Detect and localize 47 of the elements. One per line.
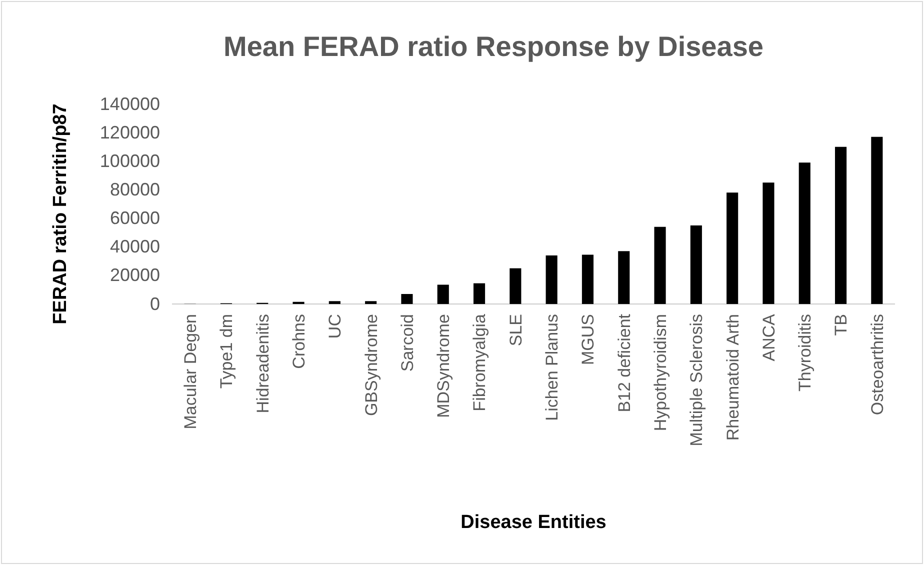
y-axis-title: FERAD ratio Ferritin/p87 xyxy=(50,104,71,324)
bar xyxy=(618,251,630,304)
bar xyxy=(834,146,847,304)
x-tick-label: UC xyxy=(326,314,345,339)
y-tick-label: 100000 xyxy=(100,150,160,171)
bar xyxy=(437,284,449,304)
x-tick-label: Multiple Sclerosis xyxy=(687,314,706,446)
bar xyxy=(328,301,340,304)
bar xyxy=(546,255,558,304)
x-tick-label: Type1 dm xyxy=(217,314,236,389)
x-tick-label: Hypothyroidism xyxy=(650,314,670,432)
x-tick-label: Sarcoid xyxy=(398,314,417,372)
bar xyxy=(690,225,702,304)
bar xyxy=(871,136,883,304)
x-tick-label: SLE xyxy=(506,314,526,346)
x-tick-label: Hidreadenitis xyxy=(253,314,272,414)
y-tick-label: 80000 xyxy=(110,179,160,200)
x-tick-label: Crohns xyxy=(289,314,308,369)
x-tick-label: MGUS xyxy=(578,314,598,365)
y-tick-label: 60000 xyxy=(110,208,160,228)
x-tick-label: Thyroiditis xyxy=(796,314,815,392)
y-tick-label: 140000 xyxy=(100,94,160,114)
x-tick-label: MDSyndrome xyxy=(434,314,454,418)
x-tick-label: TB xyxy=(832,314,851,336)
x-tick-label: Rheumatoid Arth xyxy=(723,314,742,441)
bar xyxy=(401,294,413,304)
x-axis-title: Disease Entities xyxy=(460,512,606,533)
bar xyxy=(582,254,594,304)
x-tick-label: GBSyndrome xyxy=(362,314,381,416)
bar xyxy=(510,268,522,304)
x-tick-label: Osteoarthritis xyxy=(868,314,887,416)
y-tick-label: 0 xyxy=(150,294,160,314)
x-tick-label: Lichen Planus xyxy=(542,314,562,421)
x-tick-label: B12 deficient xyxy=(614,314,634,412)
chart-title: Mean FERAD ratio Response by Disease xyxy=(224,31,764,62)
bar xyxy=(726,192,738,304)
bar xyxy=(365,301,377,304)
x-tick-label: Macular Degen xyxy=(181,314,200,430)
x-tick-label: Fibromyalgia xyxy=(470,313,490,412)
y-tick-label: 40000 xyxy=(110,236,160,257)
bar xyxy=(798,162,810,304)
y-tick-label: 20000 xyxy=(110,265,160,286)
y-tick-label: 120000 xyxy=(100,122,160,142)
bar xyxy=(762,182,774,304)
x-tick-label: ANCA xyxy=(759,313,778,362)
bar xyxy=(473,283,486,304)
bar xyxy=(654,226,666,304)
